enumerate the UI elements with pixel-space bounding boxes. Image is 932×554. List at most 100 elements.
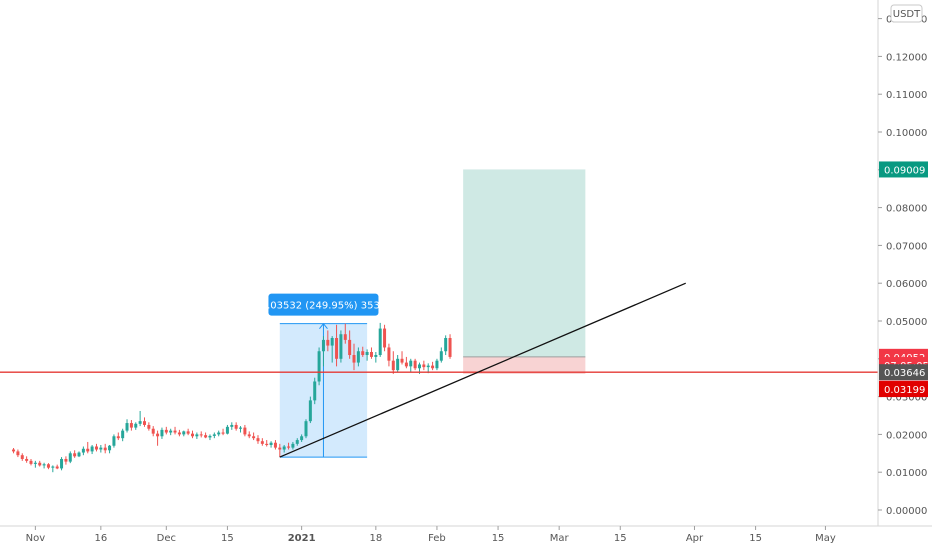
candle-body: [313, 381, 317, 401]
candle-body: [42, 464, 46, 466]
candle-body: [116, 436, 120, 439]
candle-body: [217, 432, 221, 435]
candle-body: [378, 328, 382, 356]
time-tick-label: Dec: [157, 533, 176, 544]
candle-body: [278, 447, 282, 450]
candle-body: [335, 338, 339, 359]
currency-badge[interactable]: USDT: [890, 4, 923, 23]
candle-body: [431, 365, 435, 369]
candle-body: [391, 360, 395, 371]
candle-body: [160, 429, 164, 437]
price-tick-label: 0.06000: [886, 279, 927, 290]
time-tick-label: 15: [221, 533, 234, 544]
candle-body: [212, 434, 216, 436]
candle-body: [33, 462, 37, 464]
candle-body: [247, 434, 251, 437]
candle-body: [186, 431, 190, 434]
candle-body: [20, 455, 24, 459]
candle-body: [177, 432, 181, 435]
candle-body: [400, 358, 404, 363]
candle-body: [86, 448, 90, 452]
candle-body: [269, 442, 273, 445]
candle-body: [164, 429, 168, 433]
candle-body: [435, 360, 439, 369]
candle-body: [156, 433, 160, 437]
candle-body: [90, 446, 94, 452]
candle-body: [317, 351, 321, 382]
candle-body: [448, 338, 452, 357]
loss-zone: [463, 356, 586, 374]
candle-body: [142, 421, 146, 425]
candle-body: [169, 430, 173, 433]
candle-body: [51, 466, 55, 468]
trendline: [279, 282, 687, 458]
candles: [12, 322, 452, 473]
candle-body: [300, 436, 304, 441]
candle-body: [295, 440, 299, 444]
candle-body: [265, 443, 269, 445]
time-tick-label: 2021: [288, 533, 316, 544]
candle-body: [73, 453, 77, 457]
candle-body: [404, 362, 408, 367]
candle-body: [383, 328, 387, 348]
time-axis[interactable]: Nov 16 Dec 15 2021 18 Feb 15 Mar 15 Apr 15 May: [26, 526, 836, 544]
candle-body: [103, 447, 107, 451]
time-tick-label: Feb: [428, 533, 446, 544]
candle-body: [195, 434, 199, 437]
candle-body: [256, 438, 260, 442]
price-tick-label: 0.08000: [886, 204, 927, 215]
time-tick-label: Apr: [686, 533, 704, 544]
candle-body: [326, 339, 330, 346]
drawing-lines: [0, 282, 878, 458]
candle-body: [439, 351, 443, 361]
candle-body: [121, 430, 125, 439]
candle-body: [60, 458, 64, 469]
candle-body: [94, 446, 98, 450]
candle-body: [199, 434, 203, 436]
candle-body: [182, 431, 186, 435]
candle-body: [221, 432, 225, 434]
candle-body: [25, 458, 29, 461]
candle-body: [125, 423, 129, 431]
candle-body: [361, 351, 365, 356]
price-tick-label: 0.02000: [886, 430, 927, 441]
price-tick-label: 0.12000: [886, 52, 927, 63]
price-tick-label: 0.10000: [886, 128, 927, 139]
time-tick-label: 18: [369, 533, 382, 544]
price-tag-label: 0.09009: [884, 165, 925, 176]
measure-label: 0.03532 (249.95%) 3532: [261, 301, 386, 312]
price-tick-label: 0.05000: [886, 317, 927, 328]
candle-body: [99, 447, 103, 450]
candle-body: [273, 442, 277, 448]
time-tick-label: 15: [492, 533, 505, 544]
profit-zone: [463, 169, 586, 357]
price-tick-label: 0.07000: [886, 241, 927, 252]
candle-body: [422, 364, 426, 368]
candle-body: [12, 449, 16, 452]
candle-body: [191, 433, 195, 437]
candle-body: [348, 339, 352, 356]
candle-body: [29, 460, 33, 464]
time-tick-label: May: [815, 533, 836, 544]
currency-badge-label: USDT: [893, 9, 921, 20]
candle-body: [16, 451, 20, 456]
price-tag-box: [879, 381, 928, 398]
candle-body: [308, 400, 312, 422]
candle-body: [225, 426, 229, 434]
candle-body: [396, 358, 400, 371]
price-tick-label: 0.01000: [886, 468, 927, 479]
candle-body: [81, 448, 85, 453]
currency-badge-box: [890, 4, 923, 23]
candle-body: [38, 462, 42, 466]
price-tick-label: 0.03000: [886, 393, 927, 404]
time-tick-label: Nov: [26, 533, 46, 544]
candle-body: [387, 347, 391, 361]
candle-body: [147, 424, 151, 429]
candle-body: [260, 441, 264, 444]
candle-body: [356, 351, 360, 363]
measure-tool: 0.03532 (249.95%) 3532: [261, 293, 386, 458]
position-zones: [463, 169, 586, 374]
candle-body: [134, 423, 138, 428]
